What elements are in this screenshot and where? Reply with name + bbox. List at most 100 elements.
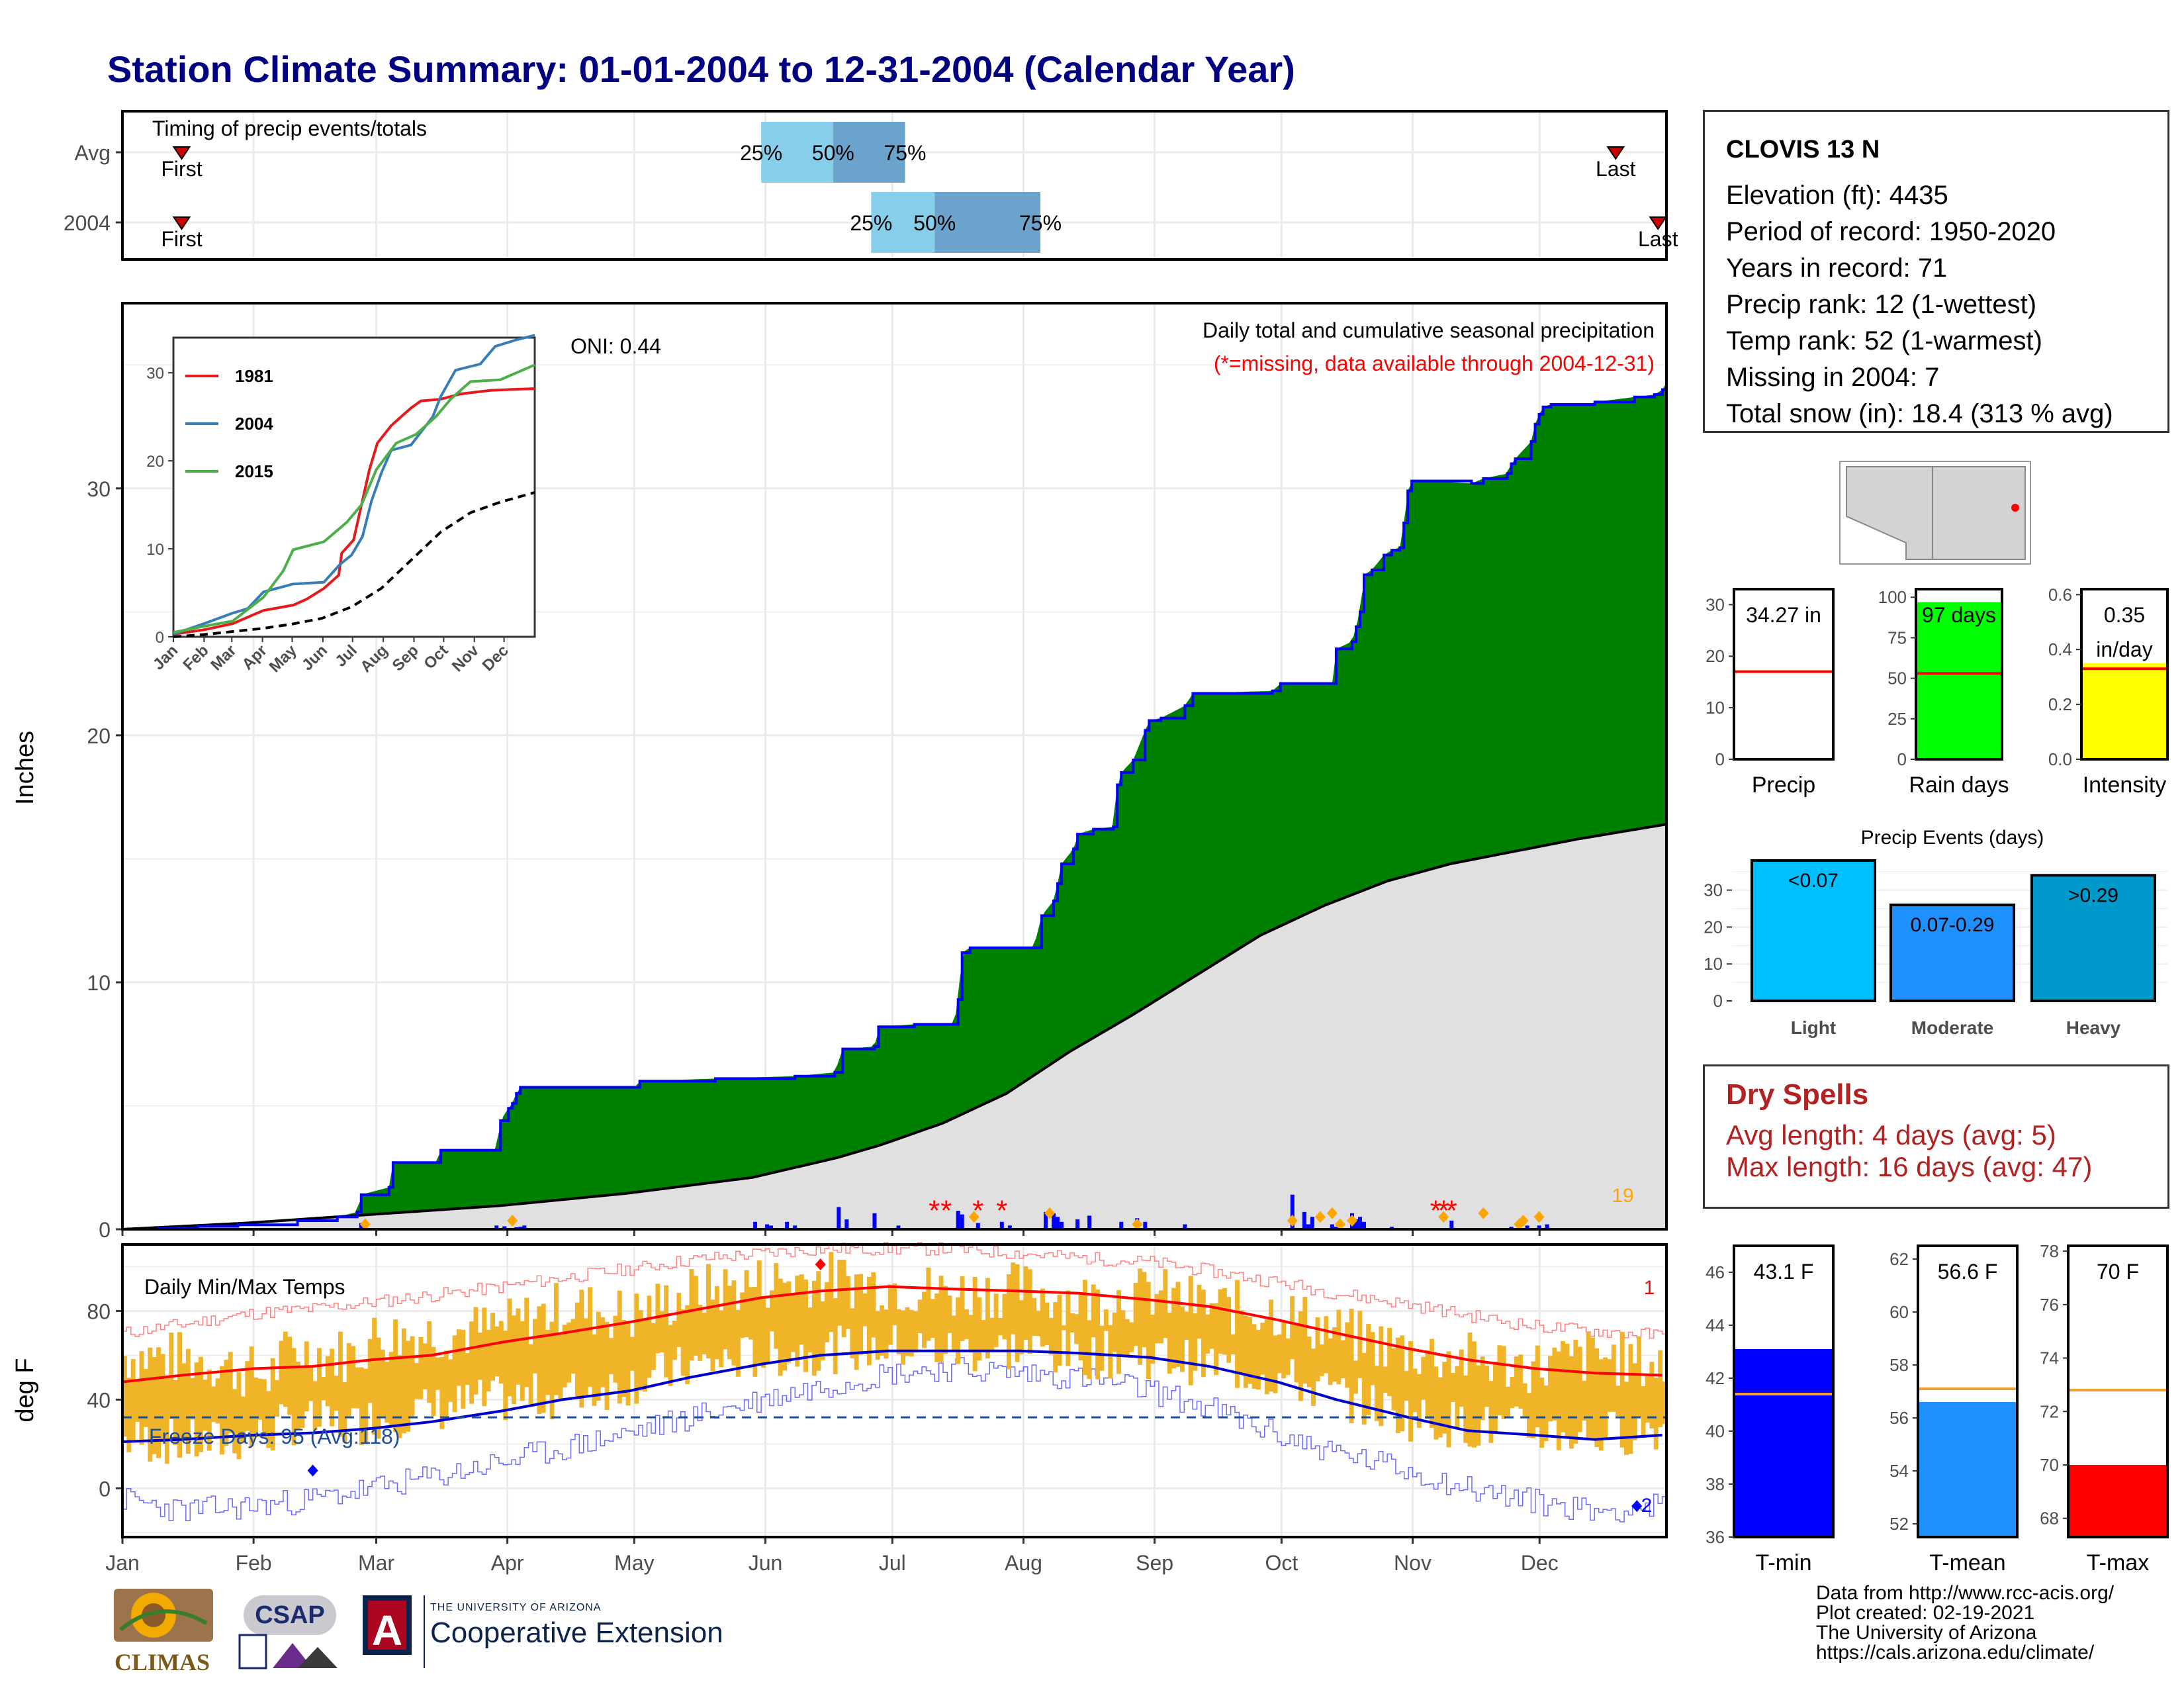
- daily-temp-range-bar: [1057, 1295, 1062, 1366]
- daily-temp-range-bar: [545, 1329, 551, 1395]
- timing-frame: [121, 110, 1668, 261]
- daily-temp-range-bar: [634, 1293, 639, 1404]
- daily-temp-range-bar: [1239, 1310, 1244, 1373]
- daily-temp-range-bar: [363, 1368, 369, 1444]
- credits: Data from http://www.rcc-acis.org/ Plot …: [1816, 1583, 2114, 1663]
- daily-temp-range-bar: [588, 1287, 592, 1387]
- daily-temp-range-bar: [253, 1377, 259, 1437]
- daily-temp-range-bar: [553, 1283, 559, 1395]
- daily-temp-range-bar: [410, 1336, 415, 1417]
- daily-precip-bar: [844, 1219, 849, 1229]
- rain-days-ytick-label: 25: [1888, 709, 1907, 729]
- daily-temp-range-bar: [875, 1311, 880, 1360]
- daily-temp-range-bar: [1061, 1325, 1066, 1331]
- daily-temp-range-bar: [1586, 1332, 1591, 1440]
- intensity-ytick-label: 0.4: [2048, 639, 2072, 659]
- daily-temp-range-bar: [1340, 1340, 1345, 1379]
- tmax-ytick-label: 68: [2040, 1509, 2059, 1528]
- timing-bar-50-75: [833, 122, 905, 183]
- daily-temp-range-bar: [558, 1335, 563, 1401]
- daily-temp-range-bar: [512, 1315, 516, 1405]
- daily-temp-range-bar: [1124, 1319, 1130, 1356]
- daily-temp-range-bar: [173, 1380, 178, 1446]
- daily-temp-range-bar: [330, 1348, 335, 1427]
- daily-temp-range-bar: [1260, 1323, 1265, 1375]
- precip-ytick-label: 0: [99, 1218, 111, 1242]
- rain-days-value-bar: [1916, 602, 2002, 759]
- first-marker-icon: [172, 216, 191, 230]
- daily-precip-bar: [793, 1225, 797, 1229]
- daily-temp-range-bar: [803, 1279, 808, 1372]
- month-label: Feb: [236, 1551, 272, 1575]
- intensity-ytick-label: 0.6: [2048, 585, 2072, 604]
- daily-temp-range-bar: [1425, 1350, 1430, 1419]
- daily-temp-range-bar: [490, 1313, 495, 1381]
- daily-temp-range-bar: [156, 1347, 161, 1458]
- tmean-ytick-label: 56: [1889, 1408, 1909, 1428]
- inset-series-2004-line: [173, 334, 535, 635]
- record-low-marker-icon: [307, 1464, 318, 1477]
- inset-ytick-label: 30: [146, 365, 164, 383]
- record-high-marker-icon: [815, 1258, 826, 1271]
- daily-temp-range-bar: [964, 1309, 969, 1340]
- timing-bar-25-50: [761, 122, 833, 183]
- precip-ytick-label: 30: [87, 477, 111, 501]
- events-ytick-label: 30: [1704, 880, 1723, 900]
- daily-temp-range-bar: [1053, 1301, 1058, 1373]
- daily-temp-range-bar: [1624, 1382, 1629, 1455]
- map-region: [1846, 466, 2026, 560]
- daily-temp-range-bar: [1535, 1345, 1540, 1428]
- daily-temp-range-bar: [359, 1367, 364, 1446]
- daily-temp-range-bar: [1531, 1361, 1536, 1438]
- daily-temp-range-bar: [1594, 1348, 1600, 1448]
- snow-marker-icon: [1287, 1214, 1298, 1227]
- daily-temp-range-bar: [1087, 1320, 1092, 1380]
- daily-precip-bar: [1302, 1211, 1306, 1229]
- daily-temp-range-bar: [1019, 1300, 1024, 1354]
- daily-temp-range-bar: [401, 1328, 406, 1434]
- daily-temp-range-bar: [482, 1307, 487, 1407]
- station-location-icon: [2011, 504, 2019, 512]
- daily-temp-range-bar: [765, 1307, 770, 1362]
- precip-total-ytick-label: 30: [1706, 594, 1725, 614]
- daily-precip-bar: [1362, 1221, 1367, 1229]
- tmean-xlabel: T-mean: [1929, 1550, 2005, 1575]
- daily-temp-range-bar: [228, 1352, 233, 1433]
- daily-temp-range-bar: [266, 1391, 271, 1448]
- station-years: Years in record: 71: [1726, 254, 1948, 283]
- daily-temp-range-bar: [1370, 1332, 1375, 1385]
- last-marker-icon: [1606, 146, 1625, 160]
- daily-temp-range-bar: [1032, 1297, 1037, 1336]
- daily-temp-range-bar: [778, 1278, 783, 1376]
- daily-temp-range-bar: [850, 1308, 855, 1358]
- missing-marker: *: [996, 1194, 1007, 1227]
- daily-temp-range-bar: [1383, 1366, 1388, 1393]
- daily-temp-range-bar: [1066, 1290, 1071, 1366]
- timing-quantile-label: 25%: [850, 211, 892, 235]
- tmax-ytick-label: 72: [2040, 1401, 2059, 1421]
- daily-temp-range-bar: [477, 1333, 482, 1380]
- daily-temp-range-bar: [355, 1367, 360, 1409]
- temp-ytick-label: 80: [87, 1299, 111, 1323]
- daily-temp-range-bar: [220, 1366, 224, 1455]
- daily-temp-range-bar: [956, 1297, 961, 1364]
- tmin-panel: 43.1 F 36 38 40 42 44 46 T-min: [1706, 1244, 1835, 1575]
- daily-temp-range-bar: [1569, 1356, 1574, 1449]
- daily-temp-range-bar: [845, 1276, 850, 1329]
- daily-precip-bar: [494, 1225, 499, 1229]
- daily-temp-range-bar: [1243, 1315, 1248, 1388]
- daily-temp-range-bar: [321, 1377, 326, 1401]
- daily-temp-range-bar: [435, 1357, 440, 1390]
- daily-precip-bar: [1143, 1221, 1148, 1229]
- tmean-ytick-label: 58: [1889, 1355, 1909, 1375]
- daily-temp-range-bar: [1391, 1348, 1396, 1411]
- daily-temp-range-bar: [1615, 1385, 1621, 1417]
- daily-temp-range-bar: [308, 1366, 314, 1401]
- daily-temp-range-bar: [1561, 1340, 1566, 1432]
- daily-temp-range-bar: [461, 1329, 466, 1409]
- daily-temp-range-bar: [1078, 1292, 1083, 1361]
- daily-temp-range-bar: [1361, 1352, 1367, 1425]
- station-name: CLOVIS 13 N: [1726, 136, 1880, 164]
- daily-temp-range-bar: [537, 1306, 542, 1414]
- daily-temp-range-bar: [664, 1285, 669, 1378]
